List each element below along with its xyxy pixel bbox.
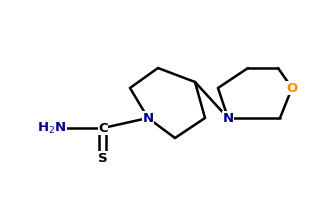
Text: H$_2$N: H$_2$N: [37, 120, 67, 136]
Text: S: S: [98, 151, 108, 165]
Text: C: C: [98, 122, 108, 135]
Text: N: N: [142, 111, 154, 125]
Text: O: O: [286, 82, 298, 95]
Text: N: N: [222, 111, 234, 125]
